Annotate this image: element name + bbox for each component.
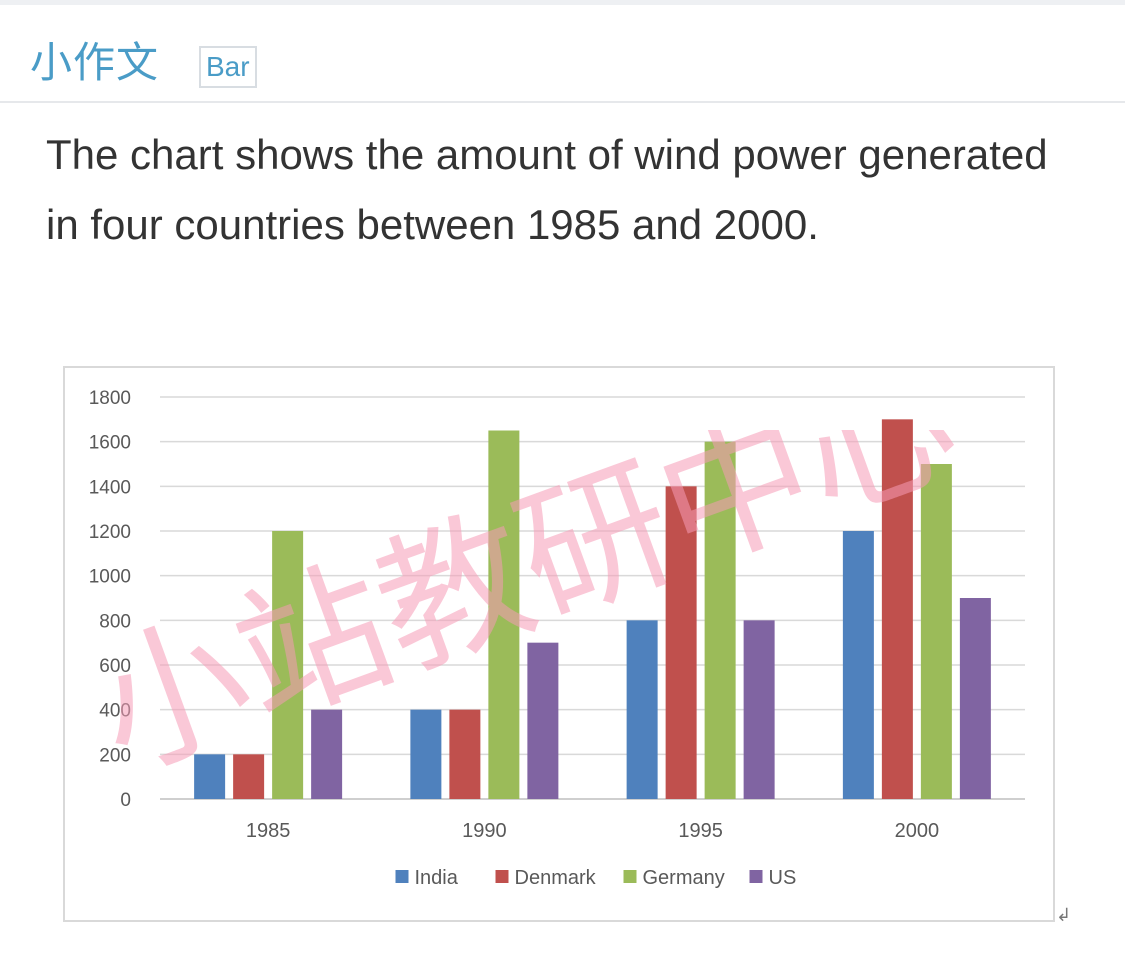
legend-swatch-denmark — [495, 870, 509, 883]
legend-swatch-us — [749, 870, 763, 883]
bar-us-2000 — [959, 598, 991, 799]
y-tick-label: 200 — [99, 745, 131, 766]
bar-germany-1985 — [272, 531, 304, 799]
y-tick-label: 600 — [99, 656, 131, 677]
legend-label-india: India — [415, 867, 459, 889]
bar-india-2000 — [842, 531, 874, 799]
top-strip — [0, 0, 1125, 5]
y-tick-label: 1200 — [89, 522, 131, 543]
bar-denmark-2000 — [881, 419, 913, 799]
y-tick-label: 1800 — [89, 388, 131, 409]
x-category-label: 1995 — [678, 820, 723, 842]
y-tick-label: 1400 — [89, 477, 131, 498]
page-header: 小作文 Bar — [0, 5, 1125, 103]
x-category-label: 1990 — [462, 820, 507, 842]
bar-germany-2000 — [920, 464, 952, 799]
bar-india-1990 — [410, 709, 442, 799]
bar-chart: 0 200 400 600 800 1000 1200 1400 1600 1800 1985 199… — [89, 388, 1025, 889]
legend-label-germany: Germany — [643, 867, 725, 889]
bar-us-1990 — [527, 642, 559, 799]
y-tick-label: 1000 — [89, 567, 131, 588]
bar-denmark-1995 — [665, 486, 697, 799]
bar-germany-1995 — [704, 441, 736, 799]
y-tick-label: 800 — [99, 611, 131, 632]
x-category-label: 2000 — [895, 820, 940, 842]
y-tick-label: 0 — [120, 790, 131, 811]
task-prompt: The chart shows the amount of wind power… — [46, 131, 1048, 248]
x-category-label: 1985 — [246, 820, 291, 842]
return-arrow-icon: ↲ — [1056, 905, 1072, 926]
bar-us-1985 — [311, 709, 343, 799]
chart-frame: 0 200 400 600 800 1000 1200 1400 1600 1800 1985 199… — [63, 366, 1055, 922]
legend-label-us: US — [769, 867, 797, 889]
bar-denmark-1985 — [233, 754, 265, 799]
category-tag[interactable]: Bar — [199, 46, 257, 88]
page-title: 小作文 — [30, 38, 160, 87]
bar-denmark-1990 — [449, 709, 481, 799]
bar-us-1995 — [743, 620, 775, 799]
bar-germany-1990 — [488, 430, 520, 799]
bar-india-1995 — [626, 620, 658, 799]
y-tick-label: 400 — [99, 701, 131, 722]
legend-swatch-germany — [623, 870, 637, 883]
bar-india-1985 — [194, 754, 226, 799]
legend-swatch-india — [395, 870, 409, 883]
y-tick-label: 1600 — [89, 433, 131, 454]
legend-label-denmark: Denmark — [515, 867, 597, 889]
